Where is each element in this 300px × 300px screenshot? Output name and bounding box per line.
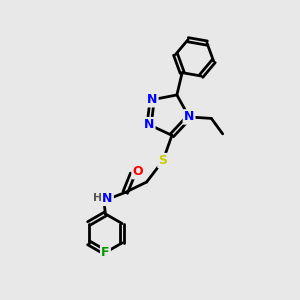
- Text: H: H: [93, 194, 102, 203]
- Text: S: S: [158, 154, 167, 167]
- Text: N: N: [184, 110, 194, 123]
- Text: N: N: [102, 192, 112, 205]
- Text: O: O: [133, 165, 143, 178]
- Text: N: N: [144, 118, 154, 131]
- Text: N: N: [147, 93, 158, 106]
- Text: F: F: [101, 246, 110, 259]
